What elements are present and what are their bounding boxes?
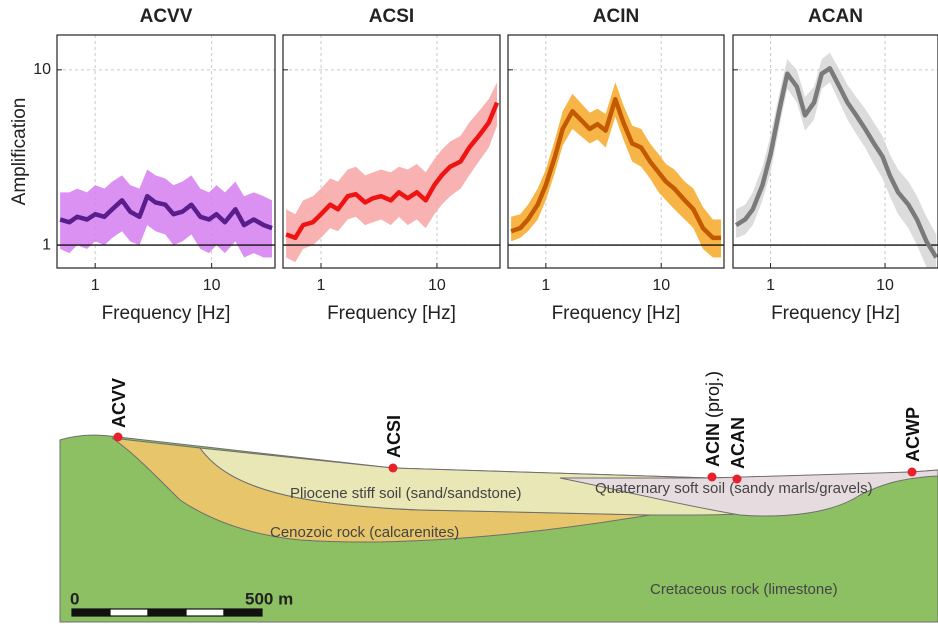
station-note: (proj.) [703,371,723,418]
x-axis-label: Frequency [Hz] [552,303,681,324]
layer-label: Cretaceous rock (limestone) [650,581,838,598]
quaternary-layer [559,469,938,517]
x-tick-label: 1 [317,277,326,294]
plot-frame [56,34,276,269]
station-label: ACVV [109,378,129,428]
x-tick-label: 1 [766,277,775,294]
layer-label: Pliocene stiff soil (sand/sandstone) [290,485,522,502]
median-line [734,66,938,259]
chart-title: ACIN [593,6,639,27]
station-label: ACSI [384,415,404,458]
scale-start: 0 [70,589,79,608]
median-line [285,101,500,241]
chart-title: ACSI [369,6,414,27]
x-tick-label: 10 [652,277,670,294]
median-line [510,96,722,241]
layer-label: Cenozoic rock (calcarenites) [270,524,459,541]
plot-area [508,35,724,268]
y-tick-label: 1 [42,236,51,253]
plot-frame [732,34,938,269]
layer-label: Quaternary soft soil (sandy marls/gravel… [595,480,873,497]
plot-content [733,52,938,268]
station-name: ACIN [703,423,723,467]
scale-end: 500 m [245,589,293,608]
chart-panel: 1 10 1 10 ACVV Frequency [Hz] Amplification [9,6,276,324]
plot-frame [282,34,501,269]
x-tick-label: 1 [541,277,550,294]
station-dot [388,463,398,473]
plot-content [283,82,500,263]
x-axis-label: Frequency [Hz] [771,303,900,324]
station-label: ACWP [903,407,923,462]
chart-panel: 1 10 ACAN Frequency [Hz] [732,6,938,324]
median-line [59,193,273,231]
charts: 1 10 1 10 ACVV Frequency [Hz] Amplification 1 10… [9,6,938,324]
station-label: ACIN (proj.) [703,371,723,467]
station-dot [113,432,123,442]
scale-bar [71,608,263,617]
x-tick-label: 10 [876,277,894,294]
confidence-band [60,169,273,258]
chart-panel: 1 10 ACSI Frequency [Hz] [282,6,501,324]
station-label: ACAN [728,417,748,469]
y-axis-label: Amplification [9,98,30,206]
x-axis-label: Frequency [Hz] [102,303,231,324]
chart-title: ACAN [808,6,863,27]
plot-content [57,169,275,258]
plot-content [508,82,724,258]
station-dot [707,472,717,482]
station-dot [732,474,742,484]
x-axis-label: Frequency [Hz] [327,303,456,324]
x-tick-label: 10 [203,277,221,294]
chart-title: ACVV [140,6,193,27]
station-dot [907,467,917,477]
chart-panel: 1 10 ACIN Frequency [Hz] [507,6,725,324]
y-tick-label: 10 [33,61,51,78]
cross-section: Pliocene stiff soil (sand/sandstone) Cen… [59,371,938,623]
x-tick-label: 1 [91,277,100,294]
confidence-band [286,82,498,263]
plot-frame [507,34,725,269]
x-tick-label: 10 [428,277,446,294]
